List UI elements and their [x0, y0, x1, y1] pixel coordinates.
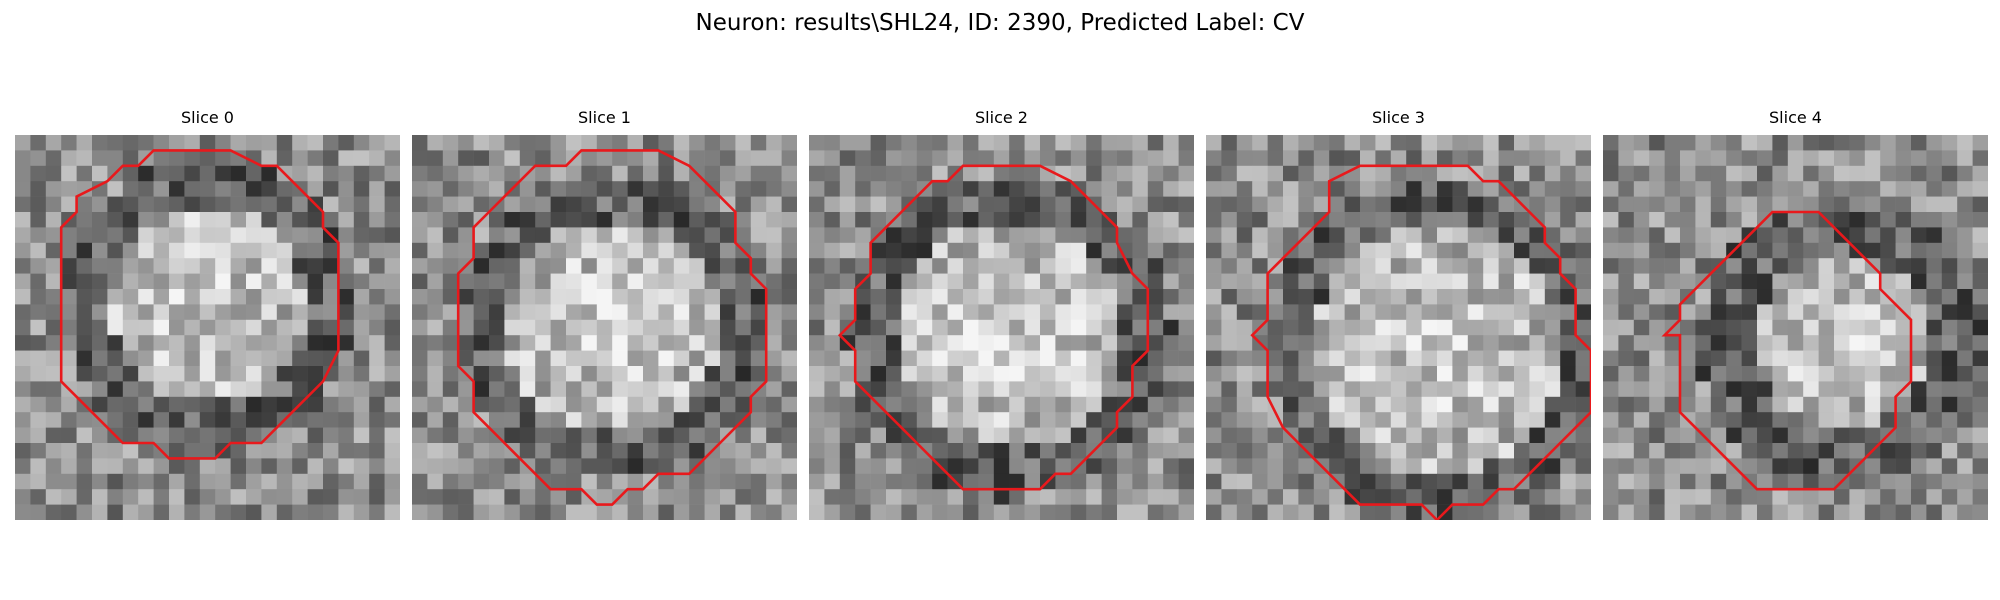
- cell-contour-outline: [59, 149, 340, 460]
- slice-image: [412, 135, 797, 520]
- slice-image-svg: [15, 135, 400, 520]
- cell-contour-outline: [837, 164, 1150, 491]
- slice-image-svg: [809, 135, 1194, 520]
- slice-image: [809, 135, 1194, 520]
- figure-title: Neuron: results\SHL24, ID: 2390, Predict…: [695, 10, 1305, 36]
- slice-title: Slice 0: [181, 108, 234, 127]
- slice-image: [15, 135, 400, 520]
- slice-title: Slice 1: [578, 108, 631, 127]
- slice-image-svg: [1206, 135, 1591, 520]
- cell-contour-outline: [1661, 210, 1913, 491]
- slice-title: Slice 2: [975, 108, 1028, 127]
- slice-image-svg: [1603, 135, 1988, 520]
- slice-image-svg: [412, 135, 797, 520]
- cell-contour-outline: [1250, 164, 1591, 520]
- slice-image: [1603, 135, 1988, 520]
- slice-title: Slice 3: [1372, 108, 1425, 127]
- slice-image: [1206, 135, 1591, 520]
- slice-title: Slice 4: [1769, 108, 1822, 127]
- cell-contour-outline: [456, 149, 768, 506]
